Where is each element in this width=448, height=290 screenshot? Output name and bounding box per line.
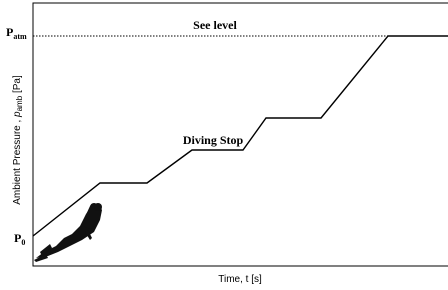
p-atm-main: P <box>6 25 13 39</box>
p-0-sub: 0 <box>21 238 25 247</box>
diving-stop-label: Diving Stop <box>183 133 244 147</box>
diagram: See level Diving Stop Patm P0 Ambient Pr… <box>0 0 448 290</box>
x-axis-label: Time, t [s] <box>218 274 262 285</box>
p-0-main: P <box>14 231 21 245</box>
y-axis-label: Ambient Pressure , pamb [Pa] <box>12 75 24 205</box>
y-axis-unit: [Pa] <box>12 75 23 96</box>
y-axis-text: Ambient Pressure , <box>12 117 23 205</box>
y-axis-sub: amb <box>15 95 24 111</box>
p-atm-sub: atm <box>13 32 27 41</box>
sea-level-label: See level <box>193 18 237 32</box>
